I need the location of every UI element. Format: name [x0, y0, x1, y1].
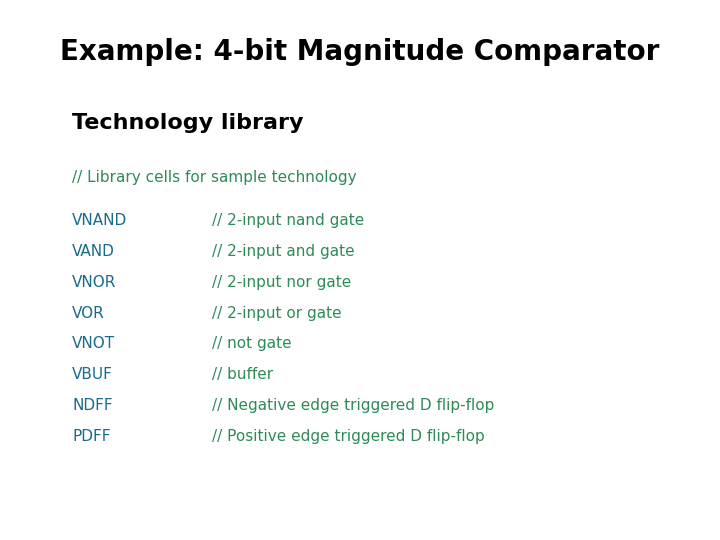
Text: Example: 4-bit Magnitude Comparator: Example: 4-bit Magnitude Comparator: [60, 38, 660, 66]
Text: // not gate: // not gate: [212, 336, 292, 352]
Text: NDFF: NDFF: [72, 398, 112, 413]
Text: VOR: VOR: [72, 306, 104, 321]
Text: // Positive edge triggered D flip-flop: // Positive edge triggered D flip-flop: [212, 429, 485, 444]
Text: VBUF: VBUF: [72, 367, 113, 382]
Text: PDFF: PDFF: [72, 429, 110, 444]
Text: // 2-input nand gate: // 2-input nand gate: [212, 213, 364, 228]
Text: // Library cells for sample technology: // Library cells for sample technology: [72, 170, 356, 185]
Text: // 2-input or gate: // 2-input or gate: [212, 306, 342, 321]
Text: VNOT: VNOT: [72, 336, 115, 352]
Text: // 2-input nor gate: // 2-input nor gate: [212, 275, 351, 290]
Text: // buffer: // buffer: [212, 367, 274, 382]
Text: VAND: VAND: [72, 244, 115, 259]
Text: Technology library: Technology library: [72, 113, 304, 133]
Text: // Negative edge triggered D flip-flop: // Negative edge triggered D flip-flop: [212, 398, 495, 413]
Text: VNAND: VNAND: [72, 213, 127, 228]
Text: VNOR: VNOR: [72, 275, 117, 290]
Text: // 2-input and gate: // 2-input and gate: [212, 244, 355, 259]
